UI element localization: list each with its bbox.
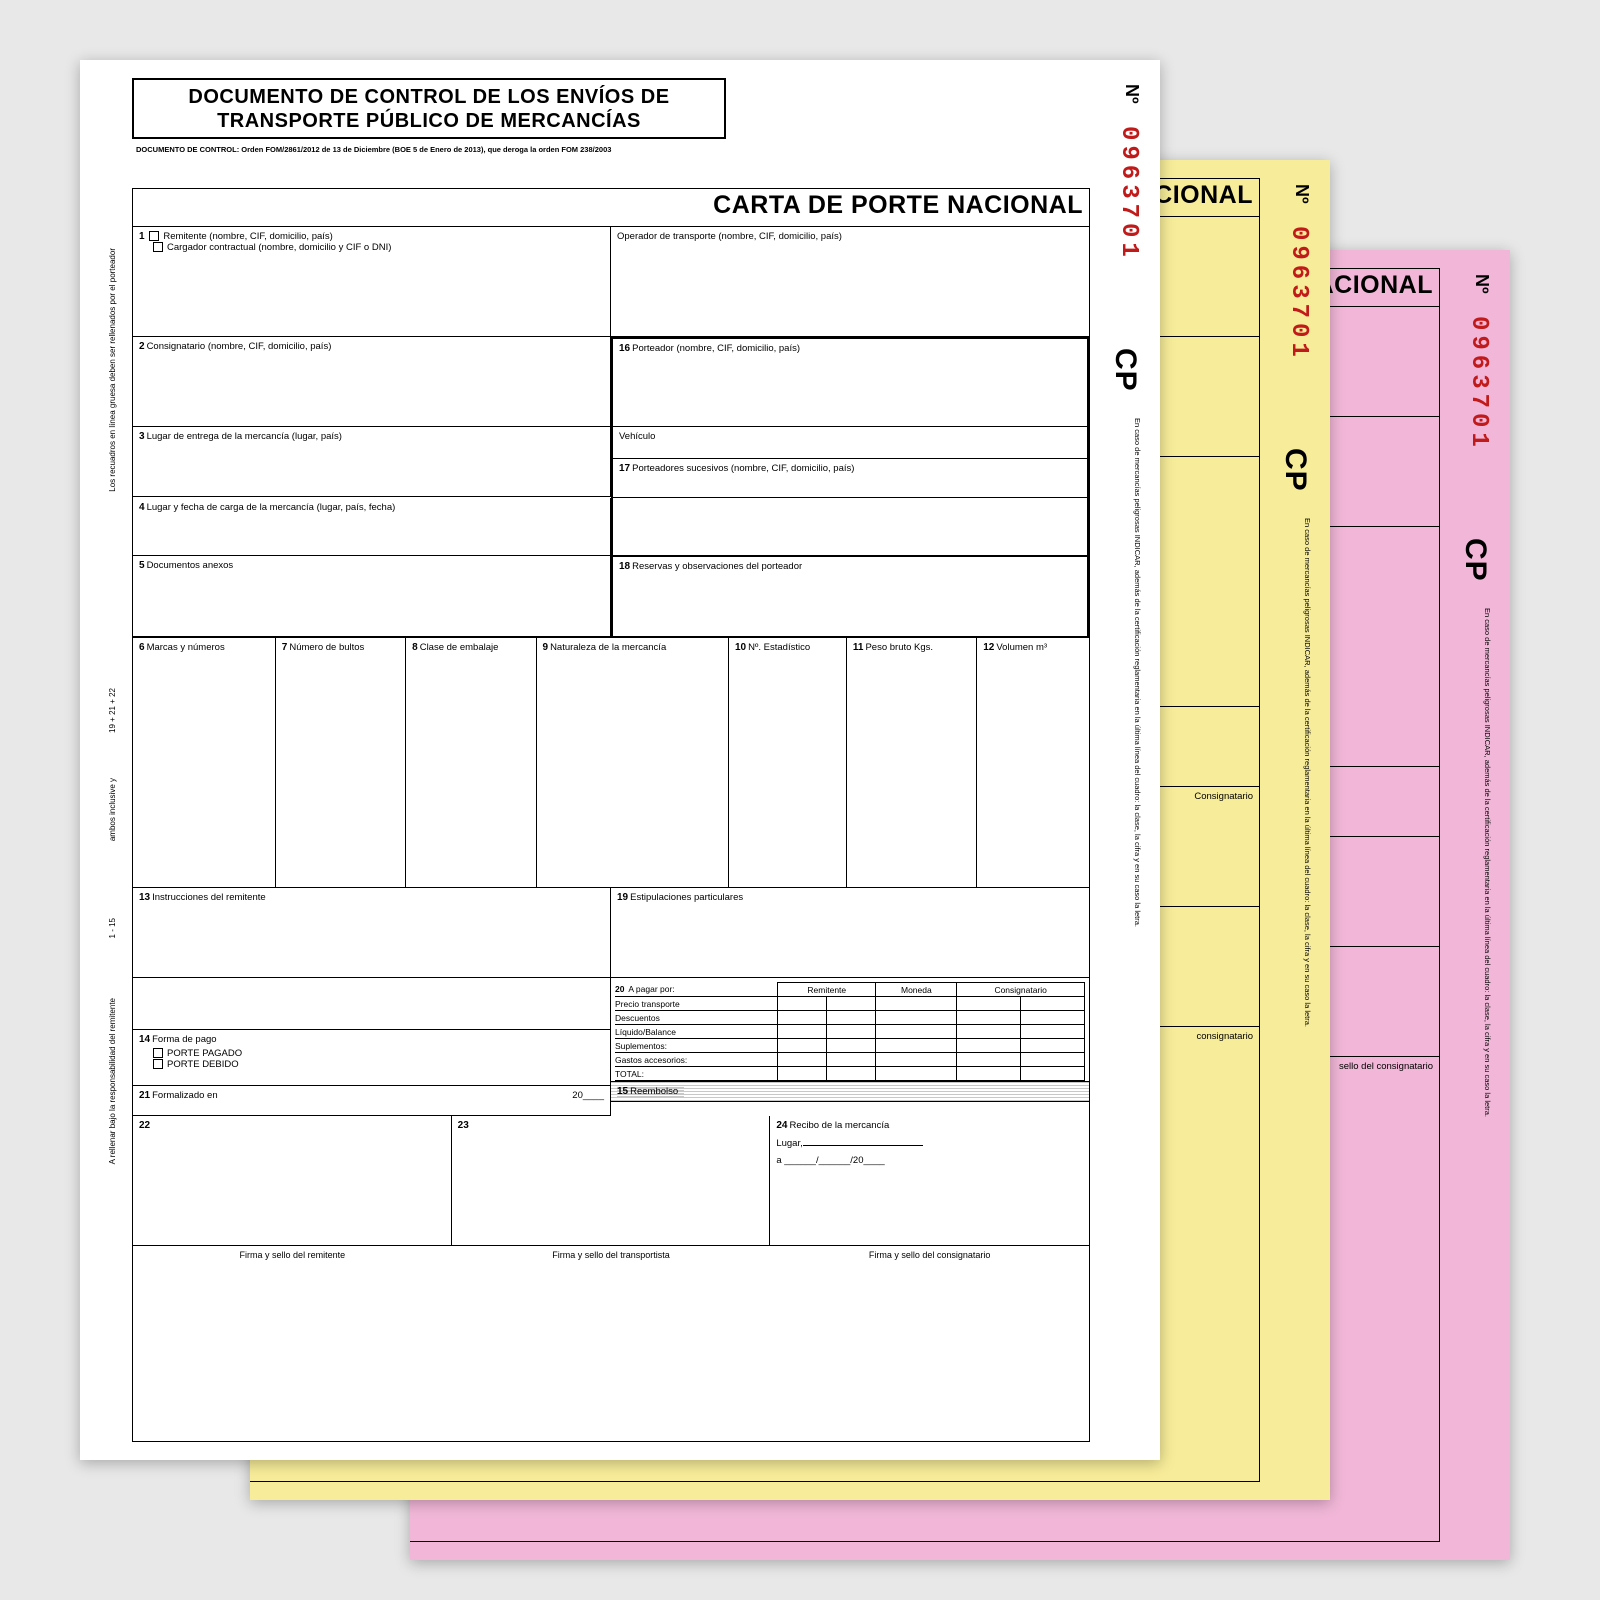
- sheet-white: Los recuadros en línea gruesa deben ser …: [80, 60, 1160, 1460]
- box-vehicle: Vehículo: [613, 427, 1087, 459]
- box-1: 1 Remitente (nombre, CIF, domicilio, paí…: [133, 227, 611, 337]
- side-strip-white: Nº 0963701 CP En caso de mercancías peli…: [1094, 78, 1142, 1442]
- box-6: 6Marcas y números: [133, 638, 276, 888]
- header-subnote: DOCUMENTO DE CONTROL: Orden FOM/2861/201…: [132, 143, 1090, 160]
- box-5: 5Documentos anexos: [133, 556, 611, 638]
- box-15: 15Reembolso: [611, 1082, 1089, 1102]
- box-9: 9Naturaleza de la mercancía: [537, 638, 729, 888]
- box-18: 18Reservas y observaciones del porteador: [611, 556, 1089, 638]
- box-20: 20 A pagar por: Remitente Moneda Consign…: [611, 978, 1089, 1082]
- box-17b: [611, 498, 1089, 556]
- serial-number: 0963701: [1264, 226, 1312, 362]
- box-22: 22: [133, 1116, 452, 1246]
- side-strip-yellow: Nº 0963701 CP En caso de mercancías peli…: [1264, 178, 1312, 1482]
- banner: CARTA DE PORTE NACIONAL: [133, 189, 1089, 227]
- box-16: 16Porteador (nombre, CIF, domicilio, paí…: [611, 337, 1089, 427]
- box-17: 17Porteadores sucesivos (nombre, CIF, do…: [613, 459, 1087, 497]
- box-14: 14Forma de pago PORTE PAGADO PORTE DEBID…: [133, 1030, 610, 1086]
- box-8: 8Clase de embalaje: [406, 638, 536, 888]
- box-11: 11Peso bruto Kgs.: [847, 638, 977, 888]
- sig-remitente: Firma y sello del remitente: [133, 1246, 452, 1264]
- signature-row: Firma y sello del remitente Firma y sell…: [133, 1246, 1089, 1264]
- side-note: En caso de mercancías peligrosas INDICAR…: [1478, 608, 1492, 1532]
- cp-label: CP: [1094, 348, 1142, 392]
- cp-label: CP: [1444, 538, 1492, 582]
- payment-table: 20 A pagar por: Remitente Moneda Consign…: [615, 982, 1085, 1081]
- box-2: 2Consignatario (nombre, CIF, domicilio, …: [133, 337, 611, 427]
- box-operator: Operador de transporte (nombre, CIF, dom…: [611, 227, 1089, 337]
- serial-number: 0963701: [1444, 316, 1492, 452]
- box-23: 23: [452, 1116, 771, 1246]
- box-3: 3Lugar de entrega de la mercancía (lugar…: [133, 427, 611, 497]
- cp-label: CP: [1264, 448, 1312, 492]
- box-13: 13Instrucciones del remitente: [133, 888, 611, 978]
- box-13b: [133, 978, 610, 1030]
- box-12: 12Volumen m³: [977, 638, 1089, 888]
- box-7: 7Número de bultos: [276, 638, 406, 888]
- serial-no-label: Nº: [1444, 274, 1492, 294]
- side-note: En caso de mercancías peligrosas INDICAR…: [1128, 418, 1142, 1432]
- side-strip-pink: Nº 0963701 CP En caso de mercancías peli…: [1444, 268, 1492, 1542]
- serial-number: 0963701: [1094, 126, 1142, 262]
- box-4: 4Lugar y fecha de carga de la mercancía …: [133, 498, 611, 556]
- box-10: 10Nº. Estadístico: [729, 638, 847, 888]
- box-21: 21Formalizado en 20____: [133, 1086, 610, 1116]
- side-note: En caso de mercancías peligrosas INDICAR…: [1298, 518, 1312, 1472]
- header-title: DOCUMENTO DE CONTROL DE LOS ENVÍOS DE TR…: [144, 86, 714, 133]
- header-box: DOCUMENTO DE CONTROL DE LOS ENVÍOS DE TR…: [132, 78, 726, 139]
- box-19: 19Estipulaciones particulares: [611, 888, 1089, 978]
- box-24: 24Recibo de la mercancía Lugar, a ______…: [770, 1116, 1089, 1246]
- sig-transportista: Firma y sello del transportista: [452, 1246, 771, 1264]
- serial-no-label: Nº: [1264, 184, 1312, 204]
- left-caption: Los recuadros en línea gruesa deben ser …: [100, 78, 128, 1442]
- sig-consignatario: Firma y sello del consignatario: [770, 1246, 1089, 1264]
- serial-no-label: Nº: [1094, 84, 1142, 104]
